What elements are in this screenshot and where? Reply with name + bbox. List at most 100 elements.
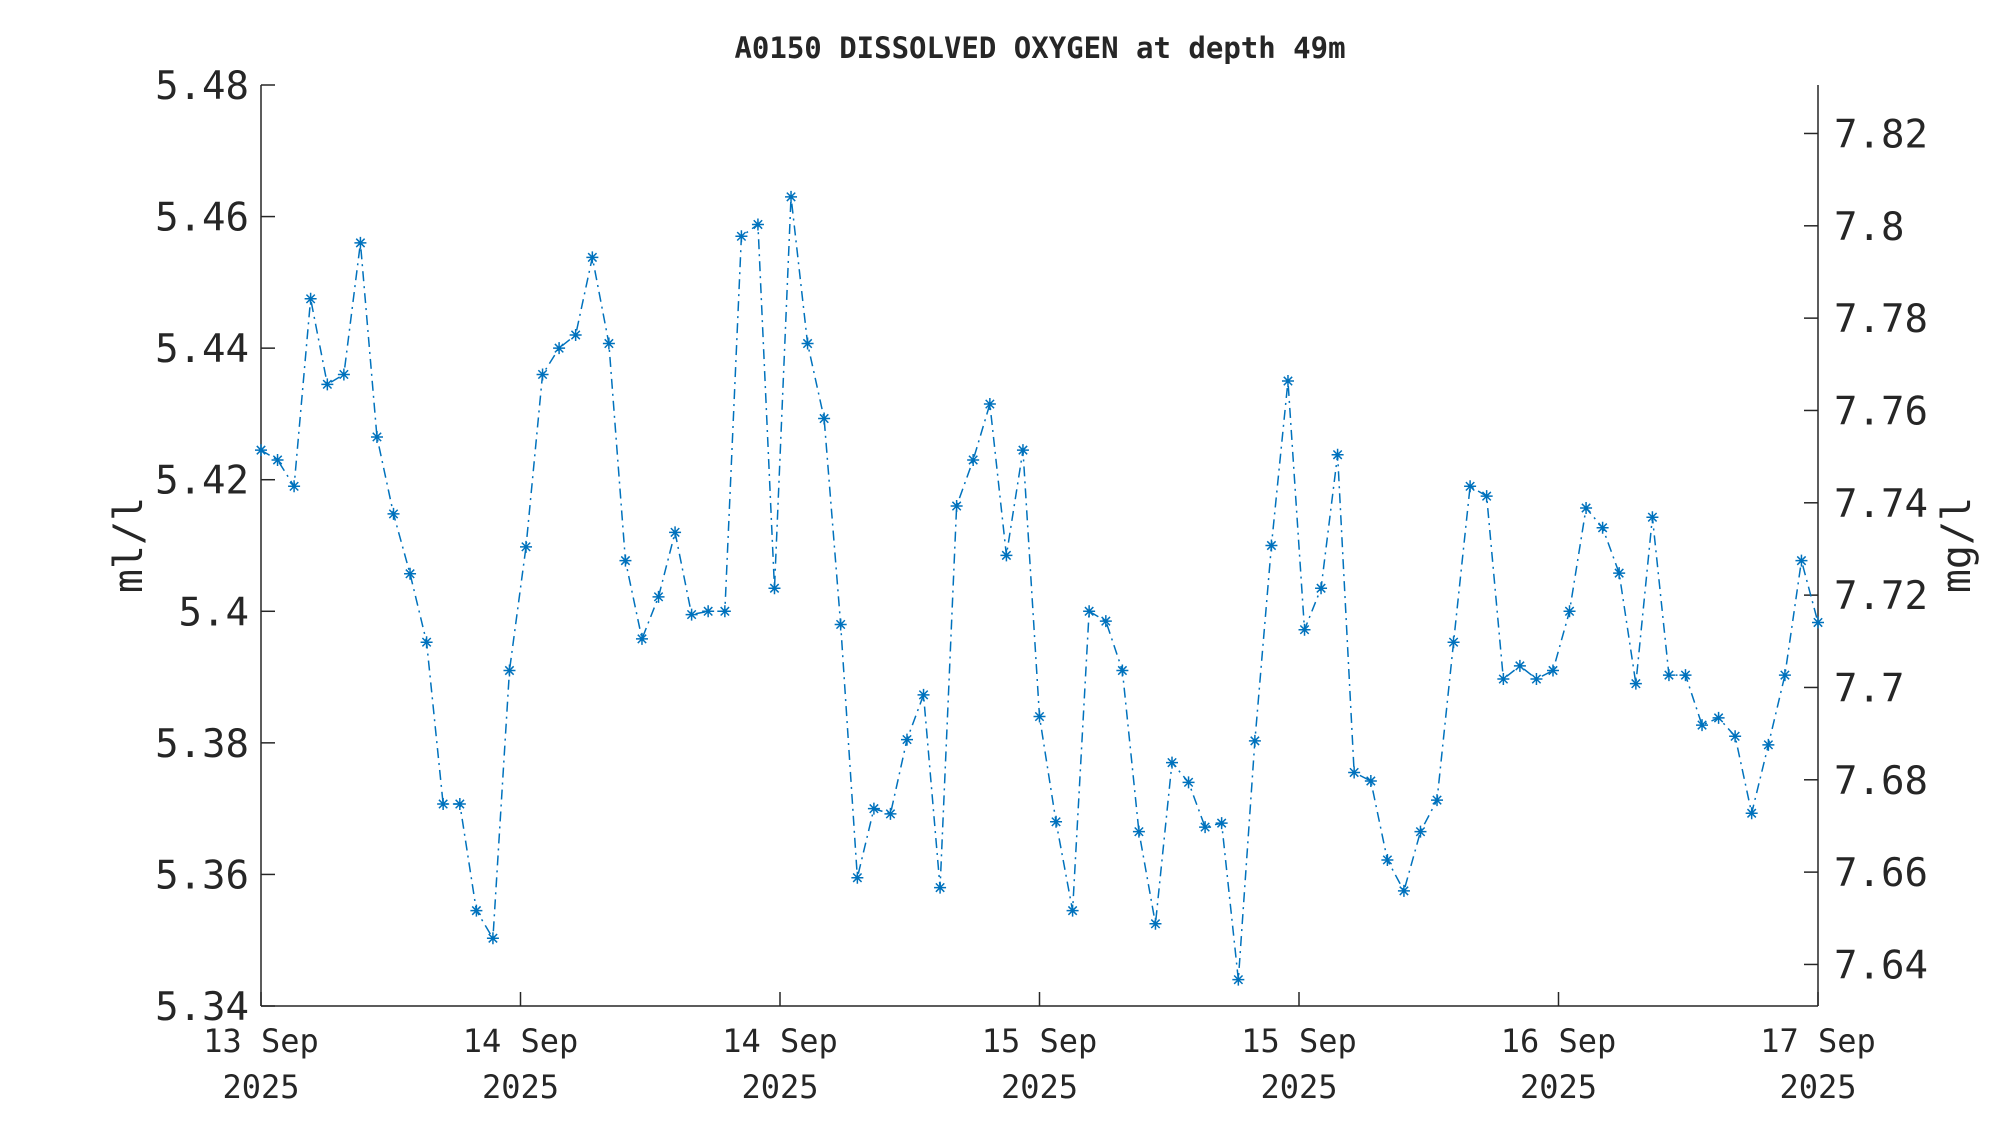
marker xyxy=(1596,521,1609,534)
marker xyxy=(669,526,682,539)
y-axis-label: ml/l xyxy=(106,497,152,593)
marker xyxy=(1083,605,1096,618)
marker xyxy=(1016,444,1029,457)
marker xyxy=(503,664,516,677)
marker xyxy=(437,798,450,811)
marker xyxy=(1414,825,1427,838)
marker xyxy=(900,733,913,746)
marker xyxy=(967,453,980,466)
marker xyxy=(1331,448,1344,461)
marker xyxy=(321,378,334,391)
y2-tick-label: 7.76 xyxy=(1834,389,1928,434)
y2-tick-label: 7.82 xyxy=(1834,112,1928,157)
marker xyxy=(751,218,764,231)
marker xyxy=(1530,673,1543,686)
marker xyxy=(1248,734,1261,747)
y-tick-label: 5.46 xyxy=(155,196,249,241)
marker xyxy=(569,328,582,341)
marker xyxy=(851,871,864,884)
marker xyxy=(685,608,698,621)
chart-title: A0150 DISSOLVED OXYGEN at depth 49m xyxy=(734,31,1345,65)
marker xyxy=(1629,677,1642,690)
y-tick-label: 5.4 xyxy=(179,590,249,635)
marker xyxy=(304,292,317,305)
marker xyxy=(1679,669,1692,682)
marker xyxy=(288,480,301,493)
marker xyxy=(1696,719,1709,732)
marker xyxy=(520,540,533,553)
marker xyxy=(1298,623,1311,636)
marker xyxy=(983,398,996,411)
marker xyxy=(735,230,748,243)
marker xyxy=(1099,615,1112,628)
marker xyxy=(486,932,499,945)
marker xyxy=(1563,605,1576,618)
marker xyxy=(1580,502,1593,515)
x-tick-label: 17 Sep 2025 xyxy=(1760,1022,1876,1106)
marker xyxy=(1762,738,1775,751)
marker xyxy=(1464,480,1477,493)
marker xyxy=(404,567,417,580)
marker xyxy=(1480,490,1493,503)
y-tick-label: 5.48 xyxy=(155,64,249,109)
marker xyxy=(602,337,615,350)
marker xyxy=(1232,973,1245,986)
x-tick-label: 14 Sep 2025 xyxy=(462,1022,579,1106)
marker xyxy=(834,618,847,631)
y2-tick-label: 7.66 xyxy=(1834,851,1928,896)
marker xyxy=(1745,807,1758,820)
marker xyxy=(1166,756,1179,769)
marker xyxy=(536,368,549,381)
y2-tick-label: 7.78 xyxy=(1834,297,1928,342)
y2-tick-label: 7.8 xyxy=(1834,205,1904,250)
marker xyxy=(1033,710,1046,723)
x-tick-label: 14 Sep 2025 xyxy=(722,1022,838,1106)
marker xyxy=(1149,917,1162,930)
marker xyxy=(586,251,599,264)
marker xyxy=(818,412,831,425)
marker xyxy=(1613,567,1626,580)
marker xyxy=(1315,582,1328,595)
y2-tick-label: 7.7 xyxy=(1834,666,1904,711)
x-tick-label: 15 Sep 2025 xyxy=(1241,1022,1357,1106)
y2-tick-label: 7.72 xyxy=(1834,574,1928,619)
x-tick-label: 15 Sep 2025 xyxy=(981,1022,1098,1106)
marker xyxy=(453,798,466,811)
y2-axis-label: mg/l xyxy=(1934,497,1980,593)
marker xyxy=(1397,884,1410,897)
x-tick-label: 13 Sep 2025 xyxy=(203,1022,319,1106)
x-tick-label: 16 Sep 2025 xyxy=(1500,1022,1617,1106)
y-tick-label: 5.36 xyxy=(155,853,249,898)
marker xyxy=(652,590,665,603)
marker xyxy=(1265,539,1278,552)
marker xyxy=(1116,664,1129,677)
marker xyxy=(619,554,632,567)
y-tick-label: 5.42 xyxy=(155,459,249,504)
marker xyxy=(1497,673,1510,686)
marker xyxy=(1662,669,1675,682)
marker xyxy=(635,632,648,645)
marker xyxy=(1447,636,1460,649)
marker xyxy=(1712,711,1725,724)
marker xyxy=(934,881,947,894)
y-tick-label: 5.38 xyxy=(155,722,249,767)
marker xyxy=(1729,730,1742,743)
marker xyxy=(354,236,367,249)
marker xyxy=(1066,904,1079,917)
marker xyxy=(785,190,798,203)
marker xyxy=(1546,664,1559,677)
y2-tick-label: 7.68 xyxy=(1834,759,1928,804)
marker xyxy=(1513,659,1526,672)
marker xyxy=(1646,511,1659,524)
marker xyxy=(884,807,897,820)
marker xyxy=(768,582,781,595)
marker xyxy=(337,368,350,381)
marker xyxy=(1364,775,1377,788)
marker xyxy=(1132,825,1145,838)
marker xyxy=(950,500,963,513)
y2-tick-label: 7.74 xyxy=(1834,482,1928,527)
marker xyxy=(1215,817,1228,830)
y-tick-label: 5.44 xyxy=(155,327,249,372)
marker xyxy=(867,802,880,815)
